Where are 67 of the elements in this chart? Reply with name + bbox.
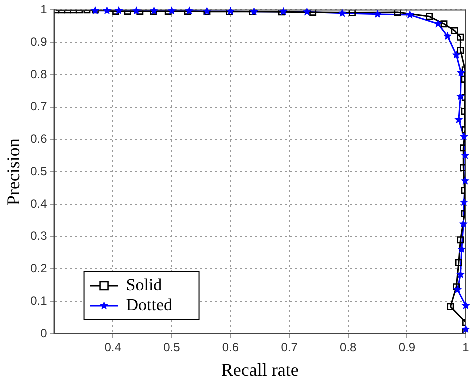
y-tick-label: 0.1 (30, 294, 48, 308)
point (310, 10, 317, 16)
legend-label: Solid (126, 275, 163, 294)
point (453, 285, 462, 294)
x-tick-label: 1 (462, 340, 470, 355)
point (406, 10, 414, 19)
point (453, 284, 460, 291)
legend-label: Dotted (126, 295, 174, 314)
point (457, 68, 466, 77)
point (456, 270, 465, 278)
y-axis-title: Precision (4, 138, 24, 206)
point (455, 259, 462, 266)
y-tick-label: 0.7 (30, 100, 48, 114)
x-tick-label: 0.5 (164, 340, 181, 355)
x-tick-label: 0.4 (104, 340, 122, 355)
point (302, 8, 312, 16)
point (462, 324, 470, 334)
x-tick-label: 0.8 (340, 340, 358, 355)
point (461, 176, 470, 185)
y-tick-label: 0.6 (30, 132, 48, 146)
point (349, 10, 356, 16)
point (459, 220, 468, 228)
x-tick-label: 0.6 (222, 340, 240, 355)
point (457, 47, 464, 54)
point (204, 10, 211, 16)
point (114, 6, 124, 14)
y-tick-label: 0 (40, 326, 48, 340)
point (394, 10, 402, 16)
point (250, 7, 259, 16)
y-tick-label: 0.9 (30, 34, 48, 49)
point (185, 6, 194, 15)
point (460, 144, 466, 152)
point (447, 303, 454, 310)
point (373, 10, 382, 18)
point (278, 10, 286, 16)
y-tick-label: 0.5 (30, 164, 48, 178)
point (461, 151, 470, 160)
y-tick-label: 0.3 (30, 229, 48, 244)
x-tick-label: 0.7 (281, 340, 298, 355)
point (440, 20, 448, 28)
point (456, 92, 465, 100)
point (91, 6, 100, 14)
point (457, 236, 464, 244)
point (457, 34, 464, 41)
y-tick-label: 0.8 (30, 67, 48, 82)
point (202, 6, 212, 16)
point (451, 27, 458, 34)
x-tick-label: 0.9 (398, 340, 416, 355)
point (426, 13, 434, 20)
point (452, 50, 461, 59)
point (279, 7, 288, 16)
point (338, 8, 347, 18)
point (150, 6, 159, 15)
point (460, 132, 469, 140)
x-axis-title: Recall rate (221, 360, 299, 380)
point (460, 164, 466, 172)
y-tick-label: 0.2 (30, 262, 48, 276)
point (462, 301, 470, 310)
y-tick-label: 0.4 (30, 196, 48, 211)
point (102, 6, 112, 14)
y-tick-label: 1 (40, 2, 48, 17)
point (460, 198, 469, 206)
point (434, 20, 443, 28)
point (226, 6, 236, 16)
point (132, 6, 141, 15)
point (168, 6, 176, 15)
point (443, 32, 452, 40)
